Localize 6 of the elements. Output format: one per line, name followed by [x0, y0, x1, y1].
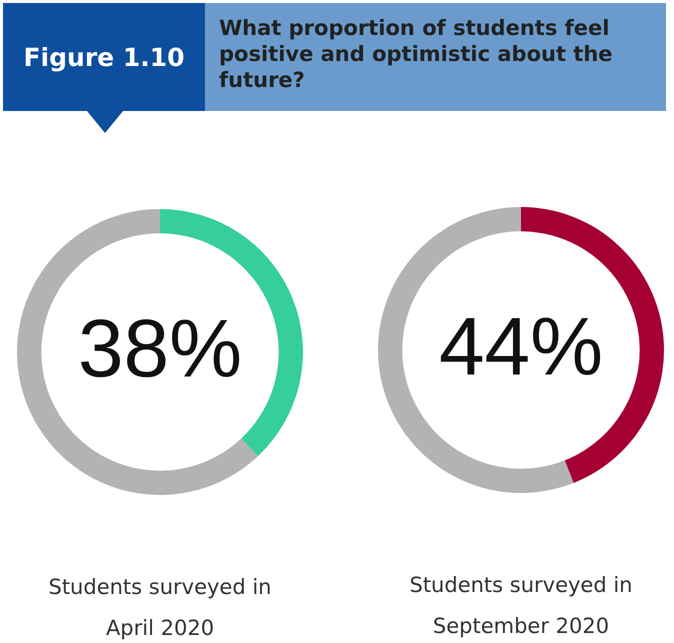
text: What proportion of students feel positive and optimistic about the future? — [205, 3, 666, 111]
data-label: 38% — [78, 304, 242, 395]
data-label: 44% — [438, 302, 604, 393]
text: Students surveyed in April 2020 — [47, 574, 272, 642]
text: Students surveyed in September 2020 — [408, 572, 634, 640]
caption: Figure 1.10 — [3, 3, 205, 111]
